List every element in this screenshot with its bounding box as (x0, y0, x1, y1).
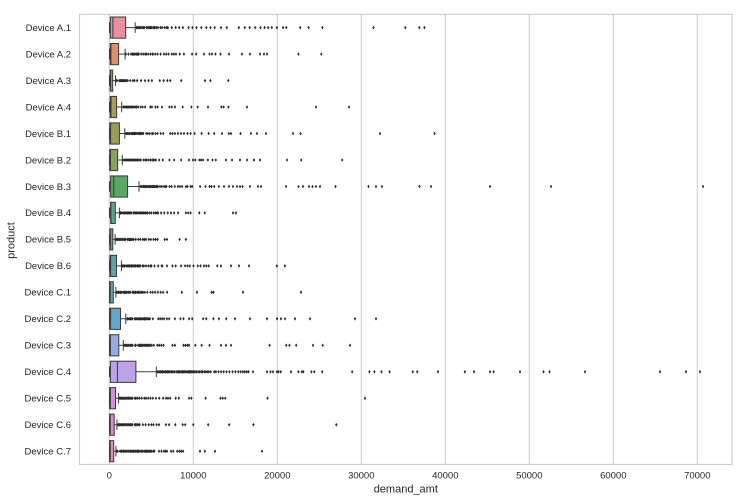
svg-text:Device A.4: Device A.4 (26, 102, 71, 113)
svg-text:Device B.3: Device B.3 (25, 182, 71, 193)
svg-text:demand_amt: demand_amt (374, 484, 438, 496)
svg-text:20000: 20000 (264, 471, 290, 482)
svg-text:Device B.6: Device B.6 (25, 261, 71, 272)
svg-text:Device B.2: Device B.2 (25, 155, 71, 166)
svg-text:Device C.2: Device C.2 (25, 314, 71, 325)
svg-text:Device C.3: Device C.3 (25, 341, 71, 352)
svg-text:product: product (6, 222, 18, 259)
svg-text:Device C.6: Device C.6 (25, 420, 71, 431)
svg-text:60000: 60000 (600, 471, 626, 482)
svg-text:10000: 10000 (180, 471, 206, 482)
svg-text:Device A.1: Device A.1 (26, 23, 71, 34)
svg-text:Device C.1: Device C.1 (25, 288, 71, 299)
svg-text:30000: 30000 (348, 471, 374, 482)
svg-text:0: 0 (107, 471, 112, 482)
svg-text:Device B.1: Device B.1 (25, 129, 71, 140)
svg-text:Device B.5: Device B.5 (25, 235, 71, 246)
svg-text:40000: 40000 (432, 471, 458, 482)
svg-text:Device A.2: Device A.2 (26, 49, 71, 60)
svg-text:70000: 70000 (684, 471, 710, 482)
svg-text:50000: 50000 (516, 471, 542, 482)
svg-text:Device C.4: Device C.4 (25, 367, 71, 378)
svg-text:Device C.5: Device C.5 (25, 394, 71, 405)
svg-text:Device B.4: Device B.4 (25, 208, 71, 219)
svg-text:Device A.3: Device A.3 (26, 76, 71, 87)
svg-text:Device C.7: Device C.7 (25, 447, 71, 458)
